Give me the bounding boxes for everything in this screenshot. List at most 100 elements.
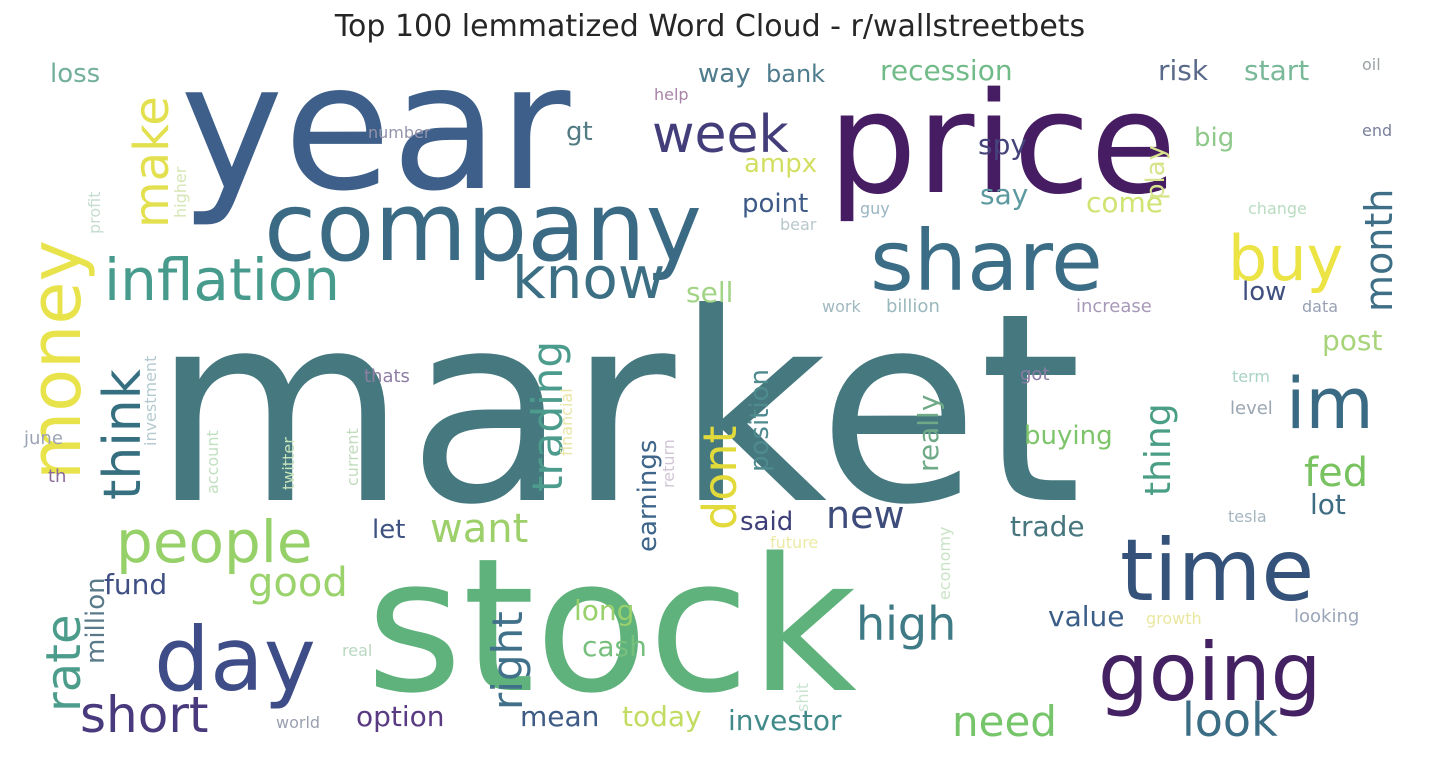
word-economy: economy <box>935 527 954 600</box>
word-data: data <box>1302 297 1338 316</box>
word-billion: billion <box>886 296 940 317</box>
word-big: big <box>1194 123 1234 153</box>
word-return: return <box>659 439 678 488</box>
word-number: number <box>368 123 431 142</box>
word-position: position <box>745 369 775 472</box>
word-looking: looking <box>1294 606 1359 627</box>
word-think: think <box>93 369 153 500</box>
word-really: really <box>912 395 945 472</box>
word-real: real <box>342 641 372 660</box>
word-million: million <box>81 577 111 664</box>
word-company: company <box>264 173 702 283</box>
word-increase: increase <box>1076 296 1152 317</box>
word-make: make <box>124 96 180 228</box>
word-twitter: twitter <box>279 437 298 490</box>
word-rate: rate <box>36 615 92 713</box>
word-good: good <box>248 560 348 606</box>
word-oil: oil <box>1362 55 1381 74</box>
word-tesla: tesla <box>1228 507 1267 526</box>
word-say: say <box>980 178 1028 211</box>
word-higher: higher <box>171 166 190 218</box>
word-bear: bear <box>780 215 817 234</box>
word-financial: financial <box>557 388 576 456</box>
word-future: future <box>770 533 818 552</box>
word-long: long <box>574 594 634 627</box>
word-come: come <box>1086 186 1163 219</box>
word-need: need <box>952 697 1057 746</box>
word-low: low <box>1242 277 1286 307</box>
word-buy: buy <box>1228 222 1343 295</box>
word-cloud-title: Top 100 lemmatized Word Cloud - r/wallst… <box>334 9 1086 44</box>
word-spy: spy <box>978 128 1027 161</box>
word-investment: investment <box>141 356 160 446</box>
word-account: account <box>203 430 222 494</box>
word-point: point <box>742 189 808 219</box>
word-day: day <box>154 608 316 711</box>
word-recession: recession <box>880 54 1013 87</box>
word-earnings: earnings <box>633 440 663 552</box>
word-level: level <box>1230 398 1273 419</box>
word-know: know <box>512 244 665 312</box>
word-option: option <box>356 700 445 733</box>
word-thing: thing <box>1138 403 1179 496</box>
word-year: year <box>180 27 570 230</box>
word-month: month <box>1357 189 1401 312</box>
word-today: today <box>622 700 702 733</box>
word-thats: thats <box>364 366 410 387</box>
word-post: post <box>1322 324 1382 357</box>
word-growth: growth <box>1146 609 1202 628</box>
word-dont: dont <box>693 425 747 530</box>
word-price: price <box>828 63 1176 226</box>
word-help: help <box>654 85 689 104</box>
word-th: th <box>48 466 66 487</box>
word-trading: trading <box>523 341 572 492</box>
word-going: going <box>1098 626 1321 719</box>
word-people: people <box>116 508 313 576</box>
word-im: im <box>1286 363 1374 445</box>
word-loss: loss <box>50 59 100 89</box>
word-play: play <box>1141 145 1171 200</box>
word-shit: shit <box>793 683 812 712</box>
word-new: new <box>826 493 905 537</box>
word-got: got <box>1020 364 1050 385</box>
word-want: want <box>430 506 528 552</box>
word-lot: lot <box>1310 488 1346 521</box>
word-inflation: inflation <box>104 246 340 314</box>
word-trade: trade <box>1010 510 1085 543</box>
word-cash: cash <box>582 630 647 663</box>
word-short: short <box>80 686 209 744</box>
word-mean: mean <box>520 700 599 733</box>
word-world: world <box>276 713 320 732</box>
word-stock: stock <box>366 518 857 734</box>
word-way: way <box>698 59 751 89</box>
word-bank: bank <box>766 60 825 88</box>
word-ampx: ampx <box>744 149 817 179</box>
word-market: market <box>152 257 1082 562</box>
word-gt: gt <box>566 117 593 147</box>
word-look: look <box>1182 693 1278 747</box>
word-term: term <box>1232 367 1270 386</box>
word-investor: investor <box>728 704 842 737</box>
word-start: start <box>1244 54 1309 87</box>
word-current: current <box>343 428 362 486</box>
word-time: time <box>1120 521 1314 621</box>
word-money: money <box>15 240 97 480</box>
word-june: june <box>23 428 63 449</box>
word-right: right <box>483 611 532 710</box>
word-said: said <box>740 507 793 537</box>
word-value: value <box>1048 600 1124 633</box>
word-high: high <box>856 597 956 651</box>
word-guy: guy <box>860 199 890 218</box>
word-end: end <box>1362 121 1392 140</box>
word-profit: profit <box>85 191 104 234</box>
word-change: change <box>1248 199 1307 218</box>
word-sell: sell <box>686 276 733 309</box>
word-risk: risk <box>1158 54 1209 87</box>
word-fed: fed <box>1304 450 1368 496</box>
word-fund: fund <box>104 568 167 601</box>
word-week: week <box>652 105 789 165</box>
word-work: work <box>822 297 861 316</box>
word-let: let <box>372 515 405 545</box>
word-buying: buying <box>1024 421 1113 451</box>
